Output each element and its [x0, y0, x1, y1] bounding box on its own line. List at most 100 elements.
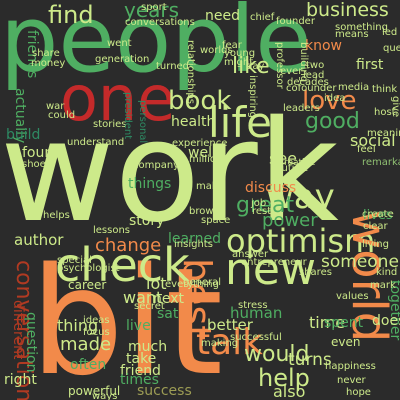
word-find: find — [48, 1, 94, 29]
word-brown: brown — [189, 206, 220, 217]
word-learned: learned — [168, 231, 221, 247]
word-led: led — [382, 27, 398, 38]
word-also: also — [273, 382, 306, 400]
word-lessons: lessons — [93, 225, 131, 236]
word-question: question — [23, 312, 39, 373]
word-making: making — [201, 338, 239, 349]
word-people: people — [0, 0, 312, 93]
word-great: great — [236, 193, 295, 218]
word-mark: mark — [370, 280, 396, 291]
word-one: one — [60, 62, 176, 135]
word-focus: focus — [83, 327, 110, 338]
word-much: much — [128, 339, 168, 355]
word-ways: ways — [92, 391, 118, 400]
word-new: new — [225, 244, 316, 295]
word-media: media — [338, 82, 370, 93]
word-share: share — [32, 48, 60, 59]
word-living: living — [362, 239, 389, 250]
word-values: values — [336, 291, 369, 302]
word-sat: sat — [157, 306, 179, 322]
word-young: young — [224, 48, 256, 59]
word-experience: experience — [172, 138, 228, 149]
word-inspiring: inspiring — [247, 75, 258, 119]
word-even: even — [331, 335, 361, 349]
word-lead: lead — [303, 70, 325, 81]
word-chief: chief — [250, 12, 275, 23]
word-million: million — [189, 154, 223, 165]
word-relationships: relationships — [185, 40, 196, 104]
word-health: health — [171, 114, 216, 130]
word-remarkable: remarkable — [362, 157, 400, 168]
word-leaders: leaders — [283, 103, 320, 114]
word-lot: lot — [146, 274, 167, 293]
word-went: went — [107, 38, 132, 49]
word-future: future — [278, 163, 309, 174]
word-happiness: happiness — [325, 361, 376, 372]
word-understand: understand — [67, 137, 125, 148]
word-clear: clear — [363, 221, 388, 232]
word-lives: lives — [363, 208, 393, 223]
word-shares: shares — [299, 267, 332, 278]
word-think: think — [372, 84, 398, 95]
word-often: often — [70, 357, 107, 373]
word-times: times — [120, 372, 159, 388]
word-success: success — [137, 383, 192, 399]
word-turns: turns — [288, 350, 332, 370]
word-better: better — [207, 316, 253, 334]
word-stress: stress — [238, 300, 268, 311]
word-psychologist: psychologist — [57, 263, 120, 274]
word-like: like — [232, 54, 270, 79]
word-friend: friend — [120, 363, 161, 379]
word-time: time — [309, 313, 346, 332]
word-discuss: discuss — [245, 180, 297, 196]
word-worlds: worlds — [200, 45, 233, 56]
word-way: way — [266, 177, 335, 217]
word-could: could — [48, 110, 76, 121]
word-cofounder: cofounder — [286, 83, 337, 94]
word-take: take — [126, 351, 157, 367]
word-life: life — [208, 98, 272, 147]
word-creative: creative — [279, 158, 316, 168]
word-know: know — [305, 38, 342, 54]
word-rest: rest — [252, 206, 272, 217]
word-host: host — [374, 107, 396, 118]
word-author: author — [14, 231, 64, 249]
word-social: social — [350, 131, 396, 150]
word-good: good — [305, 109, 360, 134]
word-general: general — [183, 277, 222, 288]
word-does: does — [372, 313, 400, 329]
word-sport: sport — [141, 2, 167, 13]
word-founder: founder — [276, 16, 315, 27]
word-work: work — [0, 91, 339, 254]
word-fear: fear — [222, 40, 242, 51]
word-powerful: powerful — [68, 384, 121, 398]
word-questions: questions — [383, 43, 400, 54]
word-optimism: optimism — [226, 222, 376, 260]
word-successful: successful — [230, 332, 282, 343]
word-special: special — [57, 255, 92, 266]
word-means: means — [335, 29, 369, 40]
word-spent: spent — [324, 315, 364, 331]
word-might: might — [224, 57, 254, 68]
word-well: well — [188, 145, 216, 161]
word-live: live — [126, 318, 151, 334]
word-kind: kind — [376, 267, 398, 278]
word-secret: secret — [134, 301, 165, 312]
word-things: things — [128, 176, 172, 192]
word-years: years — [124, 0, 180, 22]
word-answer: answer — [232, 249, 269, 260]
word-make: make — [196, 181, 224, 192]
word-human: human — [230, 304, 283, 322]
word-meaning: meaning — [367, 128, 400, 139]
word-story: story — [129, 213, 165, 229]
word-shoe: shoe — [22, 159, 46, 170]
word-change: change — [95, 235, 162, 256]
word-personal: personal — [137, 100, 148, 144]
word-career: career — [68, 278, 107, 292]
word-build: build — [6, 127, 41, 143]
word-create: create — [362, 209, 394, 220]
word-made: made — [60, 334, 112, 355]
word-need: need — [205, 8, 240, 24]
word-two: two — [306, 60, 325, 71]
